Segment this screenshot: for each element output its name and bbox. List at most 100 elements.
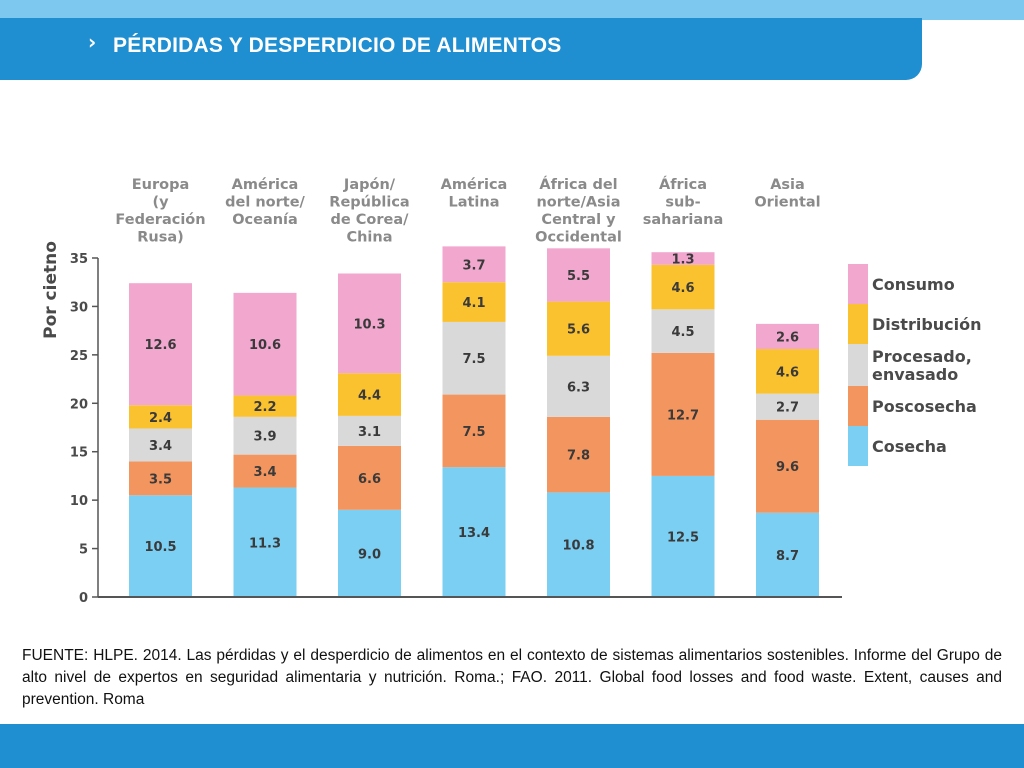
- page-title: PÉRDIDAS Y DESPERDICIO DE ALIMENTOS: [113, 34, 562, 57]
- legend-label: Cosecha: [872, 437, 947, 456]
- source-citation: FUENTE: HLPE. 2014. Las pérdidas y el de…: [22, 647, 1002, 708]
- data-label: 7.5: [462, 425, 485, 440]
- data-label: 2.2: [253, 400, 276, 415]
- legend-swatch: [848, 264, 868, 304]
- bar-segment: [338, 273, 401, 374]
- legend-label: Consumo: [872, 275, 955, 294]
- legend-label: Distribución: [872, 315, 982, 334]
- data-label: 4.1: [462, 296, 485, 311]
- bar-segment: [651, 475, 715, 597]
- y-tick-label: 25: [70, 349, 88, 364]
- bar-segment: [651, 252, 715, 265]
- data-label: 9.6: [776, 460, 799, 475]
- bar-segment: [233, 416, 297, 455]
- y-tick-label: 35: [70, 252, 88, 267]
- category-label: (y: [152, 195, 169, 211]
- legend-label: Procesado,: [872, 347, 972, 366]
- category-label: Rusa): [137, 230, 184, 246]
- data-label: 5.5: [567, 269, 590, 284]
- bar-segment: [442, 394, 506, 468]
- category-label: Latina: [448, 195, 499, 211]
- chevron-right-icon: ›: [88, 30, 97, 54]
- data-label: 3.4: [149, 439, 172, 454]
- bar-segment: [442, 467, 506, 597]
- category-label: sub-: [665, 195, 700, 211]
- category-label: Occidental: [535, 230, 622, 246]
- bar-segment: [756, 393, 819, 420]
- bar-segment: [547, 492, 610, 597]
- data-label: 12.6: [144, 338, 176, 353]
- data-label: 9.0: [358, 547, 381, 562]
- bar-segment: [547, 416, 610, 493]
- bar-segment: [547, 301, 610, 356]
- bar-segment: [442, 321, 506, 395]
- data-label: 2.4: [149, 411, 172, 426]
- bottom-bar: [0, 724, 1024, 768]
- data-label: 10.8: [562, 539, 594, 554]
- data-label: 12.5: [667, 530, 699, 545]
- bar-segment: [442, 246, 506, 283]
- data-label: 5.6: [567, 323, 590, 338]
- category-label: Japón/: [343, 177, 396, 193]
- data-label: 3.4: [253, 465, 276, 480]
- bar-segment: [756, 323, 819, 350]
- bar-segment: [233, 487, 297, 597]
- bar-segment: [756, 349, 819, 394]
- bar-segment: [129, 405, 192, 429]
- y-axis-label: Por cietno: [41, 241, 61, 339]
- legend-label: Poscosecha: [872, 397, 977, 416]
- category-label: China: [346, 230, 392, 246]
- data-label: 10.5: [144, 540, 176, 555]
- bar-segment: [338, 445, 401, 510]
- y-tick-label: 0: [79, 591, 88, 606]
- bar-segment: [233, 454, 297, 488]
- bar-segment: [756, 419, 819, 513]
- legend-swatch: [848, 426, 868, 466]
- y-tick-label: 30: [70, 300, 88, 315]
- bar-segment: [547, 248, 610, 302]
- data-label: 6.6: [358, 472, 381, 487]
- category-label: Oceanía: [232, 212, 298, 228]
- data-label: 13.4: [458, 526, 490, 541]
- data-label: 10.6: [249, 338, 281, 353]
- bar-segment: [547, 355, 610, 417]
- data-label: 2.7: [776, 401, 799, 416]
- data-label: 3.5: [149, 472, 172, 487]
- bar-segment: [651, 264, 715, 310]
- y-tick-label: 5: [79, 543, 88, 558]
- category-label: sahariana: [643, 212, 724, 228]
- bar-segment: [338, 509, 401, 597]
- category-label: Federación: [115, 212, 205, 228]
- data-label: 10.3: [353, 317, 385, 332]
- category-label: América: [441, 177, 508, 193]
- y-tick-label: 15: [70, 446, 88, 461]
- category-label: Europa: [132, 177, 190, 193]
- bar-segment: [129, 461, 192, 496]
- category-label: América: [232, 177, 299, 193]
- legend-swatch: [848, 386, 868, 426]
- bar-segment: [129, 428, 192, 462]
- data-label: 8.7: [776, 549, 799, 564]
- category-label: del norte/: [225, 195, 305, 211]
- bar-segment: [338, 373, 401, 416]
- bar-segment: [442, 282, 506, 322]
- bar-segment: [338, 415, 401, 446]
- y-tick-label: 10: [70, 494, 88, 509]
- top-accent-strip: [0, 0, 1024, 20]
- bar-segment: [233, 292, 297, 396]
- category-label: Asia: [770, 177, 805, 193]
- data-label: 7.5: [462, 352, 485, 367]
- data-label: 3.9: [253, 430, 276, 445]
- legend-label: envasado: [872, 365, 958, 384]
- data-label: 3.7: [462, 258, 485, 273]
- bar-segment: [129, 283, 192, 406]
- bar-segment: [756, 512, 819, 597]
- legend-swatch: [848, 304, 868, 344]
- data-label: 4.4: [358, 389, 381, 404]
- data-label: 4.5: [671, 325, 694, 340]
- data-label: 11.3: [249, 536, 281, 551]
- legend-swatch: [848, 344, 868, 386]
- data-label: 1.3: [671, 252, 694, 267]
- data-label: 12.7: [667, 408, 699, 423]
- category-label: de Corea/: [331, 212, 410, 228]
